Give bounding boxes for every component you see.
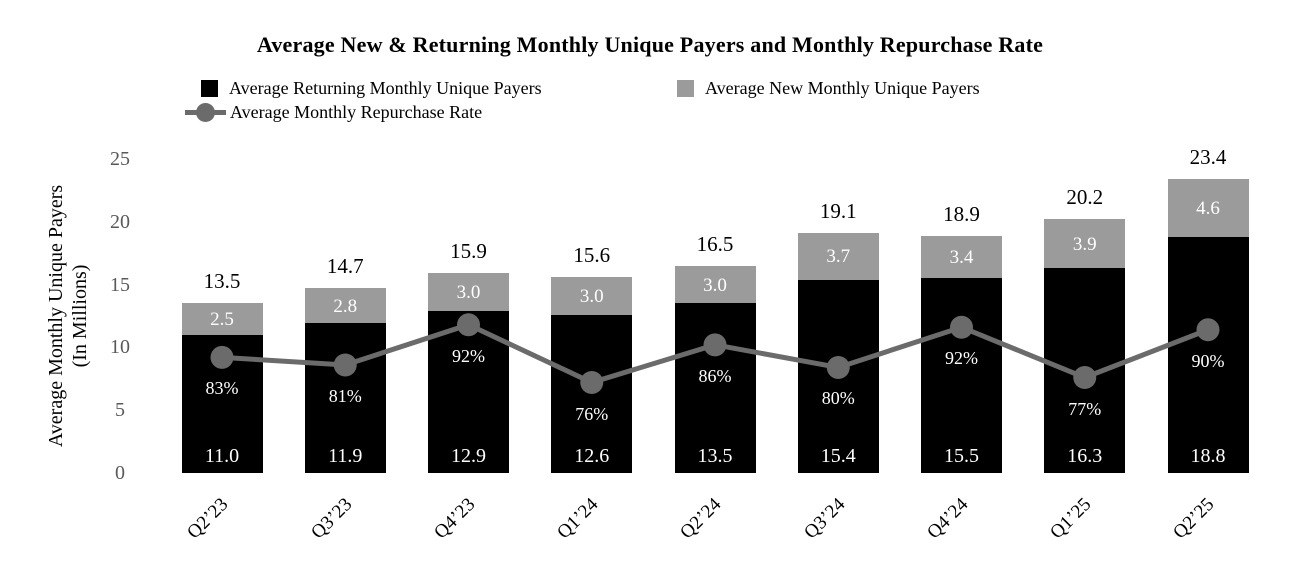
y-axis-title: Average Monthly Unique Payers (In Millio… xyxy=(44,116,92,516)
y-axis-title-line1: Average Monthly Unique Payers xyxy=(45,184,67,448)
bar-segment-new: 4.6 xyxy=(1167,178,1249,237)
bar-label-returning: 11.9 xyxy=(328,445,363,467)
bar-segment-returning: 15.5 xyxy=(921,278,1002,473)
bar-segment-new: 3.0 xyxy=(551,277,633,315)
y-tick-label: 15 xyxy=(110,273,130,296)
bar-label-returning: 15.4 xyxy=(820,445,856,467)
bar-label-returning: 15.5 xyxy=(944,445,979,467)
repurchase-rate-label: 81% xyxy=(328,385,362,406)
legend-item-repurchase-rate: Average Monthly Repurchase Rate xyxy=(185,102,482,123)
repurchase-rate-label: 76% xyxy=(575,403,609,424)
repurchase-rate-label: 92% xyxy=(452,345,485,366)
bar-label-new: 3.9 xyxy=(1072,233,1097,255)
bar-total-label: 14.7 xyxy=(326,254,364,279)
y-axis-title-line2: (In Millions) xyxy=(69,264,91,368)
bar-label-returning: 13.5 xyxy=(697,445,733,467)
repurchase-rate-label: 90% xyxy=(1191,350,1225,371)
legend-swatch-new-icon xyxy=(677,80,694,97)
bar-segment-returning: 15.4 xyxy=(797,279,879,473)
bar-total-label: 15.9 xyxy=(450,239,487,264)
chart-title: Average New & Returning Monthly Unique P… xyxy=(256,32,1044,57)
bar-total-label: 19.1 xyxy=(819,199,857,224)
y-tick-label: 0 xyxy=(115,462,125,484)
bar-total-label: 13.5 xyxy=(203,269,241,294)
bar-segment-new: 3.7 xyxy=(797,233,879,280)
bar-label-new: 2.8 xyxy=(333,295,358,317)
bar-segment-new: 2.8 xyxy=(304,288,386,324)
y-tick-label: 5 xyxy=(115,399,125,422)
repurchase-rate-label: 83% xyxy=(205,378,239,399)
bar-segment-new: 3.4 xyxy=(921,235,1002,279)
repurchase-rate-label: 86% xyxy=(698,365,732,386)
legend-swatch-returning-icon xyxy=(201,80,218,97)
legend-item-returning: Average Returning Monthly Unique Payers xyxy=(201,78,542,99)
bar-segment-new: 3.0 xyxy=(674,265,756,304)
legend-label-repurchase-rate: Average Monthly Repurchase Rate xyxy=(230,102,483,122)
bar-label-new: 3.0 xyxy=(456,282,481,304)
bar-label-returning: 12.9 xyxy=(451,445,486,467)
bar-segment-returning: 13.5 xyxy=(674,303,756,473)
legend-label-returning: Average Returning Monthly Unique Payers xyxy=(229,78,542,98)
bar-label-returning: 12.6 xyxy=(574,445,610,467)
y-tick-label: 25 xyxy=(110,147,130,170)
bar-segment-returning: 12.6 xyxy=(551,314,633,473)
bar-total-label: 23.4 xyxy=(1189,144,1227,169)
repurchase-rate-label: 80% xyxy=(821,388,855,409)
legend-line-marker-icon xyxy=(185,103,226,122)
bar-label-new: 3.7 xyxy=(826,246,851,268)
bar-label-new: 4.6 xyxy=(1196,197,1220,219)
bar-segment-returning: 11.0 xyxy=(181,334,263,473)
bar-segment-new: 3.0 xyxy=(428,273,509,311)
bar-total-label: 15.6 xyxy=(573,243,611,267)
bar-segment-new: 3.9 xyxy=(1044,219,1126,269)
bar-label-returning: 11.0 xyxy=(204,445,240,467)
bar-label-new: 2.5 xyxy=(210,309,234,331)
bar-total-label: 18.9 xyxy=(943,201,980,226)
bar-label-new: 3.4 xyxy=(949,246,974,268)
legend-label-new: Average New Monthly Unique Payers xyxy=(705,78,980,98)
bar-segment-new: 2.5 xyxy=(181,303,263,335)
y-tick-label: 10 xyxy=(110,336,130,359)
bar-segment-returning: 12.9 xyxy=(428,310,509,473)
legend-item-new: Average New Monthly Unique Payers xyxy=(677,78,980,99)
bar-segment-returning: 16.3 xyxy=(1044,268,1126,473)
bar-total-label: 20.2 xyxy=(1066,185,1104,210)
repurchase-rate-label: 92% xyxy=(945,348,978,369)
y-tick-label: 20 xyxy=(110,210,130,233)
bar-label-returning: 18.8 xyxy=(1190,445,1226,467)
bar-total-label: 16.5 xyxy=(696,231,734,256)
bar-label-returning: 16.3 xyxy=(1067,445,1103,467)
bar-label-new: 3.0 xyxy=(579,285,604,307)
bar-label-new: 3.0 xyxy=(703,274,727,296)
repurchase-rate-label: 77% xyxy=(1068,398,1102,419)
